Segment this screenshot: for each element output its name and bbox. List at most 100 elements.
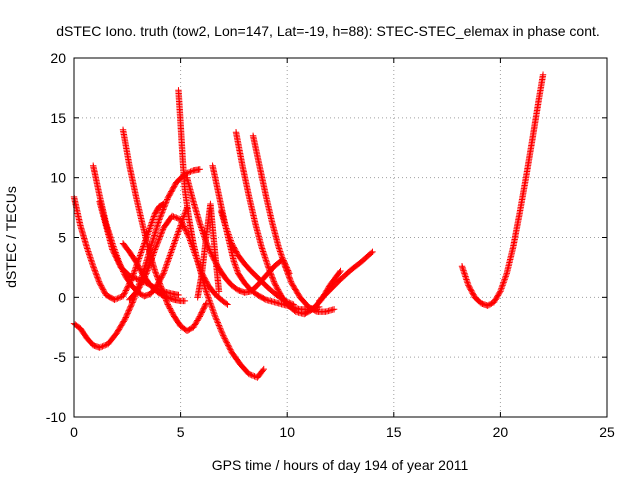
data-point — [166, 305, 174, 312]
data-point — [154, 240, 161, 247]
data-point — [94, 274, 101, 281]
data-point — [203, 289, 210, 297]
data-point — [101, 289, 108, 296]
data-point — [134, 286, 142, 294]
data-point — [499, 280, 507, 288]
data-point — [498, 283, 506, 291]
data-point — [133, 259, 140, 266]
data-point — [217, 326, 225, 334]
data-point — [153, 241, 160, 249]
data-point — [128, 300, 136, 308]
data-point — [109, 247, 117, 255]
data-point — [195, 314, 203, 322]
data-point — [158, 230, 165, 237]
data-point — [245, 370, 253, 378]
data-point — [124, 284, 131, 291]
data-point — [174, 215, 181, 222]
data-point — [128, 301, 135, 309]
data-point — [115, 260, 123, 267]
data-point — [369, 248, 376, 256]
data-point — [171, 240, 178, 247]
data-point — [208, 304, 216, 312]
data-point — [97, 282, 105, 289]
data-point — [156, 234, 163, 242]
data-point — [164, 259, 171, 267]
data-point — [169, 243, 177, 250]
data-point — [151, 211, 158, 219]
data-point — [172, 235, 180, 243]
data-point — [137, 267, 145, 274]
data-point — [207, 300, 214, 307]
data-point — [145, 226, 153, 234]
data-series — [458, 71, 547, 309]
data-point — [215, 320, 222, 328]
data-point — [226, 344, 233, 352]
data-point — [139, 246, 146, 253]
data-point — [155, 276, 162, 283]
data-point — [148, 256, 155, 264]
data-point — [212, 313, 219, 320]
data-point — [97, 281, 104, 288]
data-point — [165, 256, 172, 264]
data-point — [501, 276, 508, 283]
data-point — [123, 312, 130, 320]
data-series — [249, 132, 338, 315]
data-point — [176, 225, 183, 232]
data-point — [136, 266, 144, 273]
data-point — [161, 203, 168, 210]
data-point — [147, 223, 154, 231]
data-point — [150, 250, 157, 258]
data-point — [171, 213, 179, 221]
data-point — [150, 213, 158, 220]
data-point — [230, 258, 238, 265]
data-series — [315, 248, 376, 305]
data-point — [112, 253, 119, 260]
data-point — [91, 267, 98, 274]
data-point — [143, 268, 151, 276]
data-point — [490, 298, 498, 306]
data-point — [150, 249, 158, 256]
data-point — [150, 214, 157, 222]
data-point — [96, 344, 103, 351]
data-point — [125, 308, 132, 316]
data-series — [217, 207, 323, 313]
data-point — [112, 295, 120, 303]
data-point — [165, 255, 173, 262]
data-point — [161, 201, 169, 209]
data-point — [110, 249, 117, 256]
data-point — [162, 199, 170, 206]
data-point — [169, 244, 176, 252]
data-point — [330, 306, 338, 313]
data-point — [136, 264, 143, 272]
data-point — [145, 264, 152, 271]
data-point — [163, 262, 170, 270]
data-point — [159, 271, 167, 278]
data-point — [159, 227, 166, 234]
data-point — [232, 262, 239, 270]
data-point — [214, 319, 221, 326]
data-point — [152, 270, 160, 277]
data-point — [99, 343, 106, 350]
data-point — [139, 244, 146, 252]
data-point — [196, 166, 203, 173]
data-point — [261, 295, 268, 303]
data-point — [492, 296, 499, 303]
data-point — [121, 290, 128, 297]
data-point — [157, 212, 165, 219]
data-point — [194, 315, 202, 323]
data-point — [160, 204, 168, 212]
data-point — [93, 271, 100, 278]
data-point — [134, 260, 141, 268]
data-point — [247, 371, 254, 378]
data-series — [119, 126, 210, 335]
data-point — [168, 246, 176, 253]
data-point — [130, 274, 137, 281]
data-point — [158, 210, 165, 218]
data-point — [497, 286, 505, 294]
data-point — [134, 276, 142, 283]
data-point — [205, 294, 212, 301]
data-point — [122, 287, 130, 294]
data-point — [156, 216, 163, 223]
data-point — [95, 278, 103, 285]
